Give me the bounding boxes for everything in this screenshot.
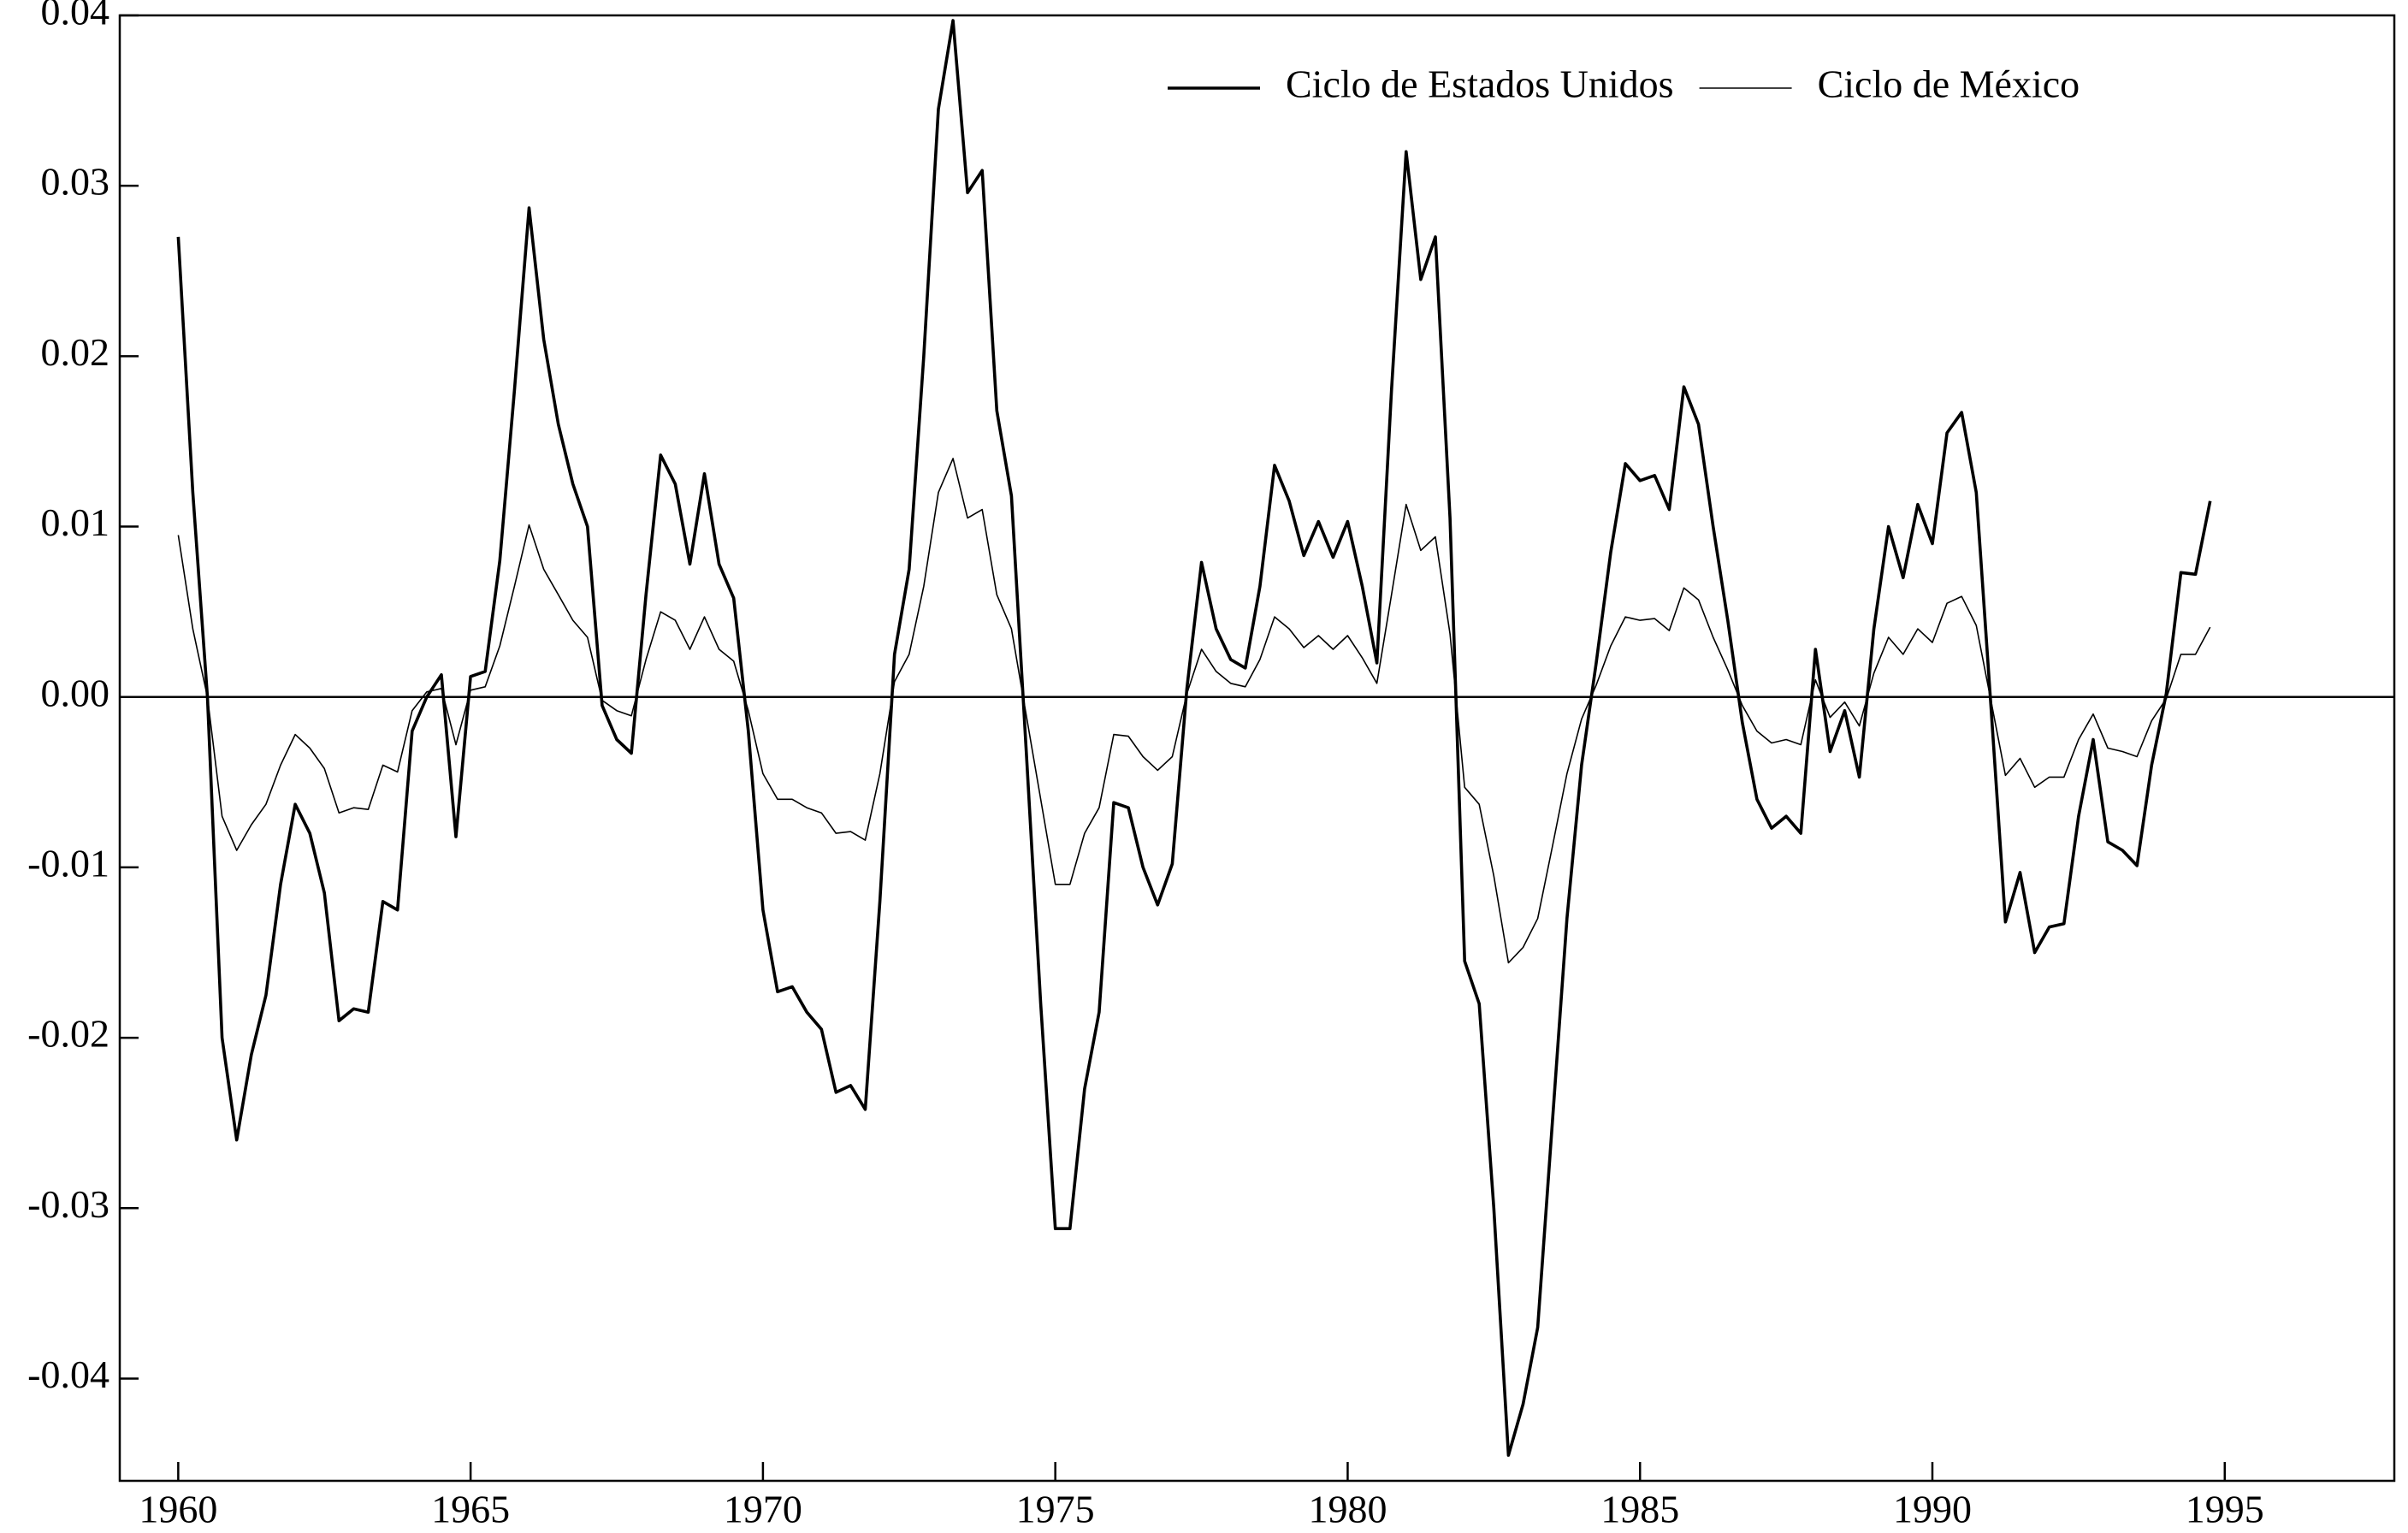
x-tick-label: 1975 xyxy=(1016,1488,1095,1531)
y-tick-label: -0.01 xyxy=(27,841,109,885)
y-tick-label: 0.02 xyxy=(41,330,110,374)
y-tick-label: 0.01 xyxy=(41,500,110,544)
series-line xyxy=(177,458,2211,964)
x-tick-label: 1970 xyxy=(724,1488,802,1531)
series-line xyxy=(176,19,2212,1457)
y-tick-label: -0.04 xyxy=(27,1352,109,1396)
y-tick-label: 0.04 xyxy=(41,0,110,33)
x-tick-label: 1990 xyxy=(1893,1488,1972,1531)
x-tick-label: 1965 xyxy=(431,1488,510,1531)
legend-label: Ciclo de Estados Unidos xyxy=(1286,62,1674,106)
x-tick-label: 1995 xyxy=(2186,1488,2264,1531)
y-tick-label: -0.03 xyxy=(27,1182,109,1226)
x-tick-label: 1985 xyxy=(1600,1488,1679,1531)
x-tick-label: 1960 xyxy=(139,1488,217,1531)
y-tick-label: 0.00 xyxy=(41,671,110,714)
y-tick-label: 0.03 xyxy=(41,160,110,204)
y-tick-label: -0.02 xyxy=(27,1012,109,1056)
plot-frame xyxy=(118,14,2396,1483)
legend-label: Ciclo de México xyxy=(1818,62,2080,106)
x-tick-label: 1980 xyxy=(1308,1488,1387,1531)
